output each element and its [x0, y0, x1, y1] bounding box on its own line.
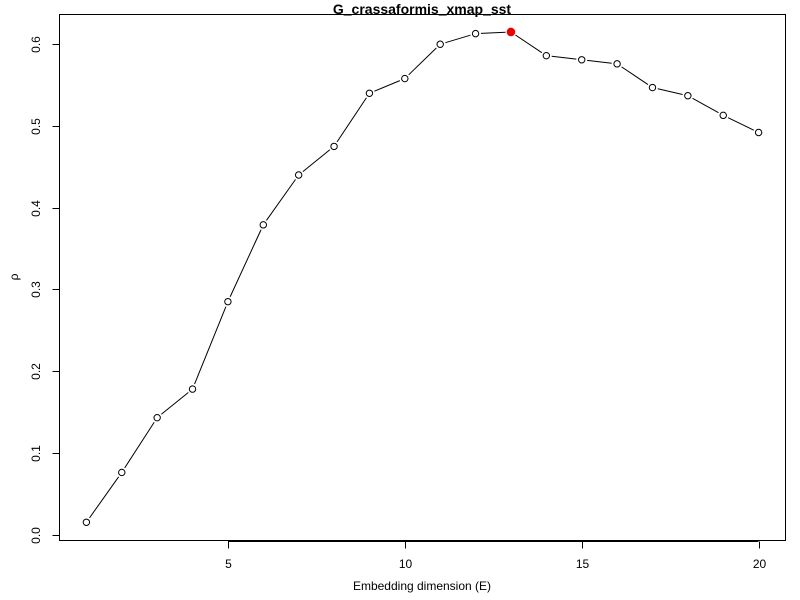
x-axis: 5 10 15 20 [225, 541, 767, 571]
y-tick-label: 0.4 [29, 200, 43, 217]
series-line-segment [515, 34, 543, 54]
series-line-segment [124, 421, 155, 469]
series-line-segment [727, 117, 754, 131]
data-point [82, 518, 91, 526]
series-line-segment [692, 97, 719, 114]
x-tick-label: 10 [399, 557, 413, 571]
series-line-segment [657, 88, 683, 95]
x-tick-label: 20 [753, 557, 767, 571]
y-axis: 0.0 0.1 0.2 0.3 0.4 0.5 0.6 [29, 36, 60, 544]
series-line-segment [621, 66, 649, 85]
highlight-point [506, 27, 516, 37]
series-line-segment [89, 476, 120, 519]
data-point [118, 468, 126, 477]
chart-title: G_crassaformis_xmap_sst [333, 1, 512, 17]
series-line-segment [408, 47, 437, 76]
data-point [401, 74, 409, 83]
series-line-segment [302, 149, 331, 172]
data-point [648, 83, 657, 92]
data-point [471, 29, 480, 38]
data-point [153, 413, 161, 422]
y-tick-label: 0.5 [29, 118, 43, 135]
data-point [224, 297, 232, 306]
y-tick-label: 0.3 [29, 281, 43, 298]
data-point [542, 51, 551, 60]
data-point [613, 60, 621, 68]
data-point [684, 92, 692, 100]
series-line-segment [161, 392, 189, 415]
x-axis-label: Embedding dimension (E) [353, 579, 491, 593]
x-tick-label: 15 [576, 557, 590, 571]
y-tick-label: 0.0 [29, 527, 43, 544]
series-line-segment [266, 179, 296, 221]
series-line-segment [587, 59, 612, 64]
data-point [754, 128, 763, 137]
data-point [294, 171, 303, 179]
series-line-segment [229, 229, 262, 297]
series-line-segment [374, 80, 401, 92]
data-point [330, 142, 338, 151]
series-line-segment [194, 306, 227, 385]
data-point [578, 56, 586, 64]
x-tick-label: 5 [225, 557, 232, 571]
y-tick-label: 0.2 [29, 363, 43, 380]
y-axis-label: ρ [7, 273, 21, 280]
series-line-segment [551, 55, 577, 60]
series-line-segment [480, 31, 506, 34]
series-line-segment [336, 97, 367, 143]
data-point [188, 385, 197, 393]
y-tick-label: 0.6 [29, 36, 43, 53]
data-point [259, 221, 267, 229]
y-tick-label: 0.1 [29, 445, 43, 462]
series-line-segment [445, 34, 471, 44]
data-point [365, 89, 374, 97]
series-layer [82, 27, 763, 526]
data-point [436, 40, 444, 48]
data-point [719, 111, 727, 120]
